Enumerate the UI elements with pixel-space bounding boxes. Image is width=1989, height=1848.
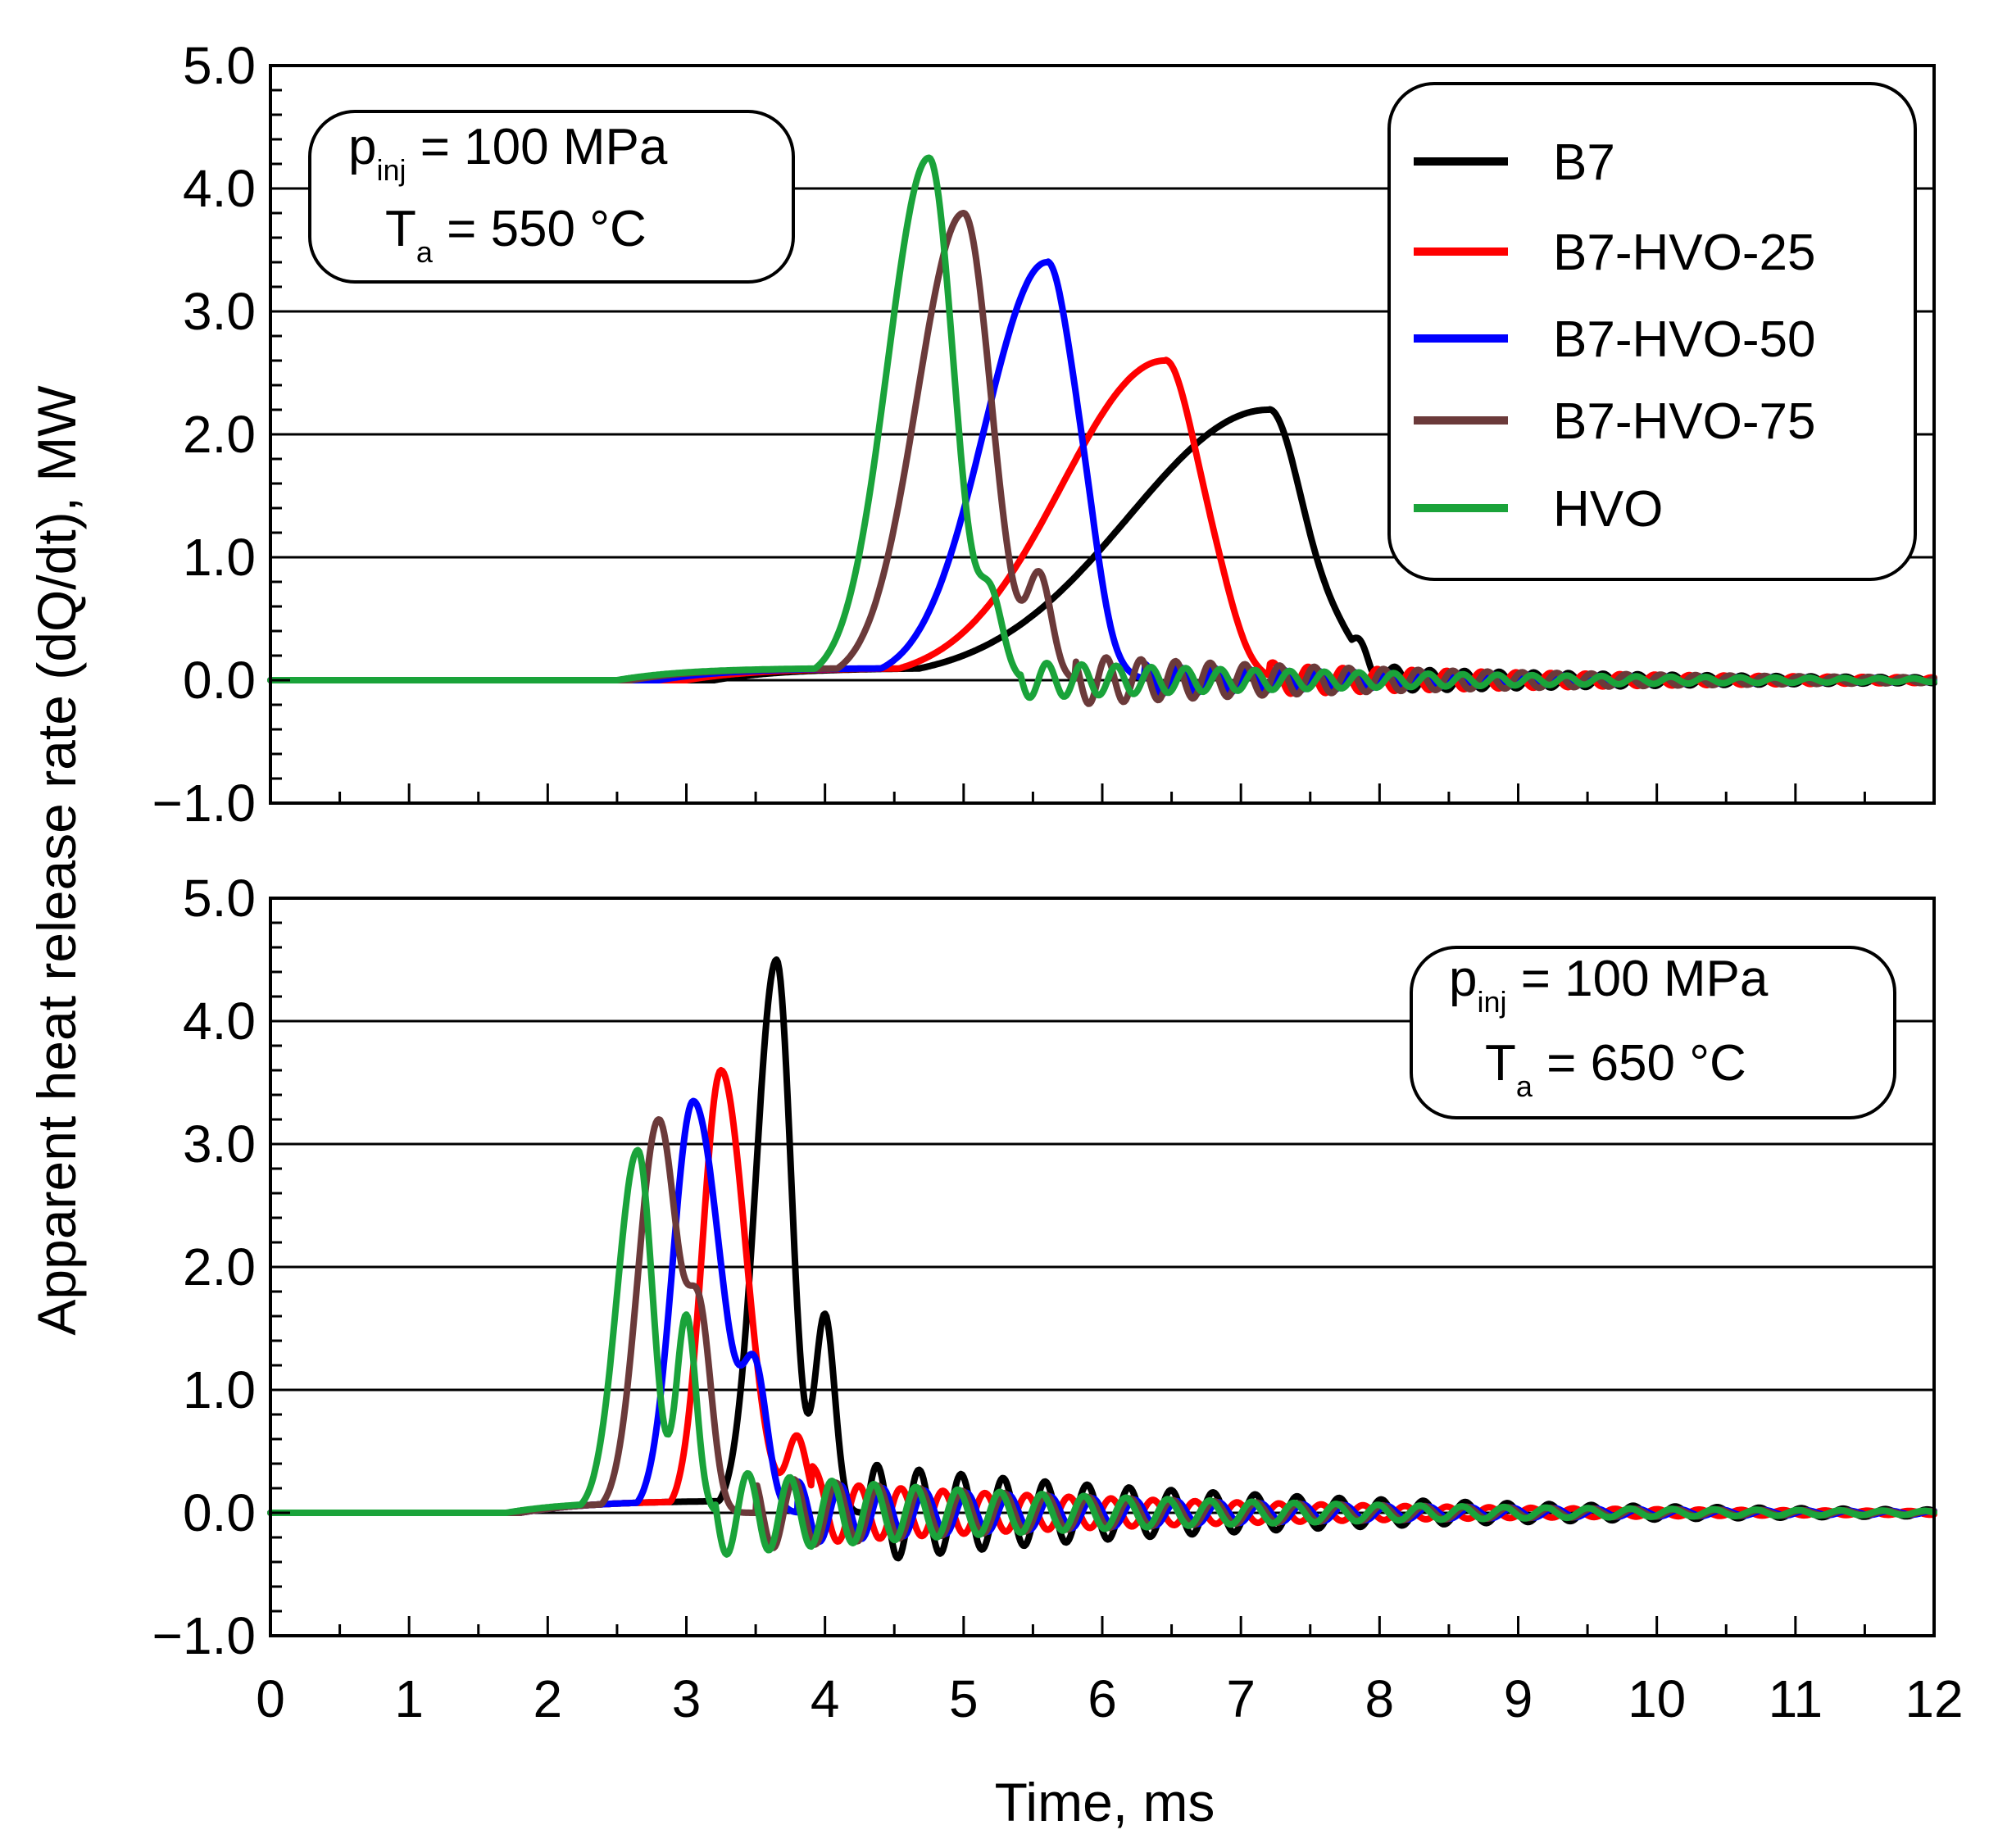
panel-bottom-series-hvo [267, 1146, 1937, 1558]
panel-top-ticks [269, 64, 1936, 805]
panel-bottom-series-b7-hvo-25 [267, 1067, 1937, 1545]
x-tick-label: 0 [256, 1669, 285, 1728]
x-tick-label: 3 [672, 1669, 702, 1728]
panel-top-condition-box: pinj = 100 MPa Ta = 550 °C [308, 110, 795, 284]
panel-bottom-y-tick-label: 1.0 [183, 1360, 256, 1419]
legend-label-b7-hvo-50: B7-HVO-50 [1553, 311, 1815, 368]
x-tick-label: 5 [949, 1669, 979, 1728]
panel-bottom-pinj-label: pinj = 100 MPa [1449, 951, 1769, 1019]
panel-top-y-tick-label: 2.0 [183, 405, 256, 464]
legend-item-b7: B7 [1414, 134, 1615, 191]
y-axis-title: Apparent heat release rate (dQ/dt), MW [26, 385, 87, 1336]
panel-bottom-y-tick-label: 5.0 [183, 869, 256, 928]
panel-bottom-series [267, 956, 1937, 1562]
x-tick-label: 2 [534, 1669, 563, 1728]
legend-label-b7-hvo-75: B7-HVO-75 [1553, 393, 1815, 450]
panel-top-pinj-label: pinj = 100 MPa [348, 119, 668, 187]
panel-bottom-y-tick-labels: 5.0 4.0 3.0 2.0 1.0 0.0 −1.0 [152, 869, 256, 1665]
x-tick-label: 4 [811, 1669, 840, 1728]
panel-top-y-tick-label: 3.0 [183, 282, 256, 341]
panel-top-y-tick-label: −1.0 [152, 774, 256, 833]
panel-bottom-condition-box: pinj = 100 MPa Ta = 650 °C [1410, 946, 1896, 1119]
legend-item-hvo: HVO [1414, 481, 1663, 538]
legend-label-b7: B7 [1553, 134, 1615, 191]
panel-top-y-tick-label: 4.0 [183, 159, 256, 218]
panel-top-y-tick-label: 5.0 [183, 36, 256, 95]
x-tick-label: 9 [1504, 1669, 1533, 1728]
legend-label-hvo: HVO [1553, 481, 1663, 538]
x-tick-label: 6 [1088, 1669, 1117, 1728]
legend-label-b7-hvo-25: B7-HVO-25 [1553, 225, 1815, 281]
x-axis-title: Time, ms [995, 1772, 1215, 1832]
panel-bottom: 5.0 4.0 3.0 2.0 1.0 0.0 −1.0 pinj = 100 MPa Ta… [152, 869, 1937, 1665]
panel-top-ta-label: Ta = 550 °C [385, 201, 647, 269]
legend-item-b7-hvo-75: B7-HVO-75 [1414, 393, 1815, 450]
legend-item-b7-hvo-50: B7-HVO-50 [1414, 311, 1815, 368]
legend-item-b7-hvo-25: B7-HVO-25 [1414, 225, 1815, 281]
panel-top-y-tick-label: 0.0 [183, 651, 256, 710]
x-tick-label: 8 [1365, 1669, 1395, 1728]
legend: B7 B7-HVO-25 B7-HVO-50 B7-HVO-75 HVO [1387, 82, 1917, 581]
x-tick-labels: 0 1 2 3 4 5 6 7 8 9 10 11 12 [256, 1669, 1963, 1728]
x-tick-label: 1 [394, 1669, 424, 1728]
panel-bottom-series-b7-hvo-75 [267, 1116, 1937, 1551]
panel-bottom-series-b7-hvo-50 [267, 1097, 1937, 1546]
panel-bottom-y-tick-label: −1.0 [152, 1606, 256, 1665]
x-tick-label: 10 [1628, 1669, 1686, 1728]
panel-bottom-y-tick-label: 3.0 [183, 1115, 256, 1174]
panel-bottom-y-tick-label: 2.0 [183, 1237, 256, 1296]
panel-bottom-ticks [269, 897, 1936, 1637]
panel-top-series [267, 154, 1937, 707]
x-tick-label: 7 [1226, 1669, 1256, 1728]
panel-top-y-tick-label: 1.0 [183, 528, 256, 587]
panel-bottom-y-tick-label: 0.0 [183, 1483, 256, 1542]
x-tick-label: 11 [1769, 1669, 1823, 1728]
panel-top: 5.0 4.0 3.0 2.0 1.0 0.0 −1.0 pinj = 100 MPa Ta… [152, 36, 1937, 833]
panel-bottom-ta-label: Ta = 650 °C [1485, 1035, 1746, 1103]
x-tick-label: 12 [1905, 1669, 1963, 1728]
panel-top-series-hvo [267, 154, 1937, 702]
panel-bottom-y-tick-label: 4.0 [183, 992, 256, 1051]
panel-top-y-tick-labels: 5.0 4.0 3.0 2.0 1.0 0.0 −1.0 [152, 36, 256, 833]
